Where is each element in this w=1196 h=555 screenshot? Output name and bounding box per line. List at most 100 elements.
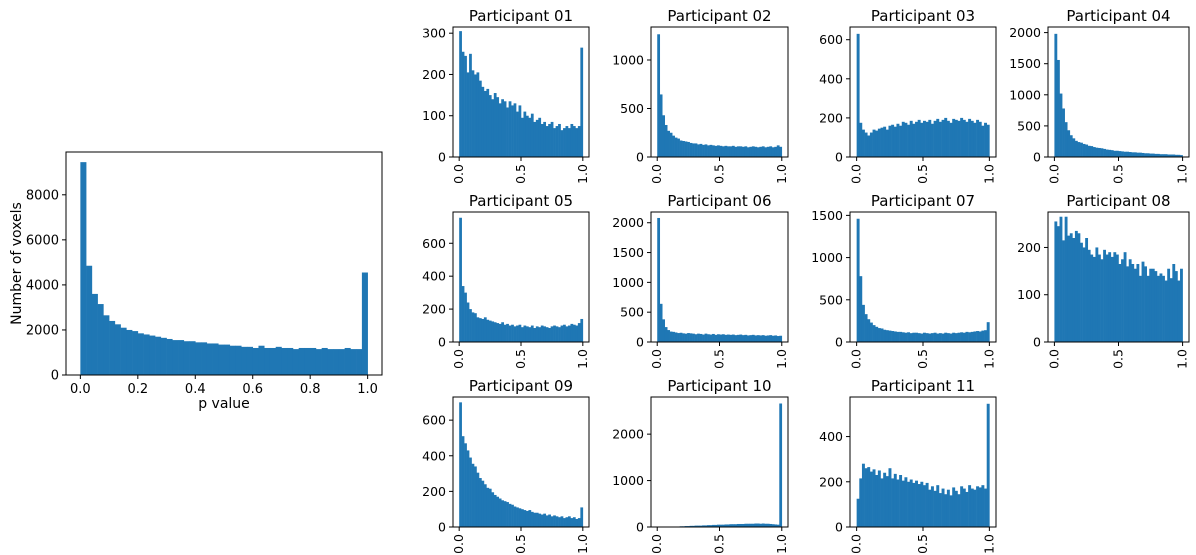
histogram-bar: [679, 332, 683, 342]
panel-title: Participant 11: [871, 377, 975, 395]
histogram-bar: [888, 468, 892, 527]
histogram-bar: [1103, 249, 1106, 342]
histogram-bar: [525, 510, 529, 527]
histogram-bar: [938, 121, 942, 157]
histogram-bar: [471, 312, 475, 342]
histogram-bar: [662, 115, 665, 157]
histogram-bar: [1177, 154, 1181, 157]
histogram-bar: [699, 525, 703, 527]
y-tick-label: 400: [422, 269, 446, 284]
histogram-bar: [160, 337, 167, 375]
x-tick-label: 0.2: [127, 382, 148, 397]
histogram-bar: [744, 334, 748, 342]
histogram-bar: [672, 135, 675, 157]
histogram-bar: [724, 524, 728, 527]
histogram-bar: [1151, 268, 1155, 342]
histogram-bar: [917, 333, 921, 342]
histogram-bar: [481, 480, 485, 527]
plot-frame: [65, 151, 383, 376]
histogram-bar: [899, 475, 903, 527]
histogram-bar: [679, 140, 683, 157]
histogram-bar: [973, 489, 977, 527]
histogram-bar: [872, 129, 876, 157]
x-tick-label: 1.0: [575, 349, 590, 369]
histogram-bar: [1121, 259, 1124, 342]
histogram-bar: [464, 55, 467, 157]
histogram-bar: [754, 146, 758, 157]
histogram-bar: [508, 325, 512, 342]
histogram-bar: [525, 115, 529, 157]
histogram-bar: [1095, 147, 1099, 157]
x-tick-label: 0.5: [712, 164, 727, 184]
histogram-bar: [528, 117, 532, 157]
histogram-bar: [518, 324, 522, 342]
panel-title: Participant 01: [469, 7, 573, 25]
histogram-bar: [766, 146, 770, 157]
histogram-bar: [689, 142, 693, 157]
histogram-bar: [712, 524, 715, 527]
histogram-bar: [856, 498, 860, 527]
histogram-bar: [1133, 268, 1137, 342]
panel-title: Participant 06: [667, 192, 771, 210]
histogram-bar: [491, 321, 495, 342]
histogram-bar: [721, 146, 725, 157]
histogram-bar: [501, 99, 504, 157]
histogram-bar: [1108, 149, 1112, 157]
histogram-bar: [471, 70, 475, 157]
histogram-bar: [553, 515, 556, 527]
histogram-bar: [973, 122, 977, 157]
histogram-bar: [550, 326, 554, 342]
histogram-bar: [540, 514, 544, 527]
histogram-bar: [761, 335, 765, 342]
histogram-bar: [1172, 154, 1176, 157]
histogram-bar: [486, 319, 490, 342]
histogram-bar: [132, 331, 139, 375]
histogram-bar: [912, 332, 916, 342]
x-tick-label: 0.5: [513, 349, 528, 369]
histogram-bar: [697, 144, 700, 157]
histogram-bar: [729, 146, 733, 157]
histogram-bar: [97, 304, 104, 375]
histogram-bar: [976, 119, 980, 157]
histogram-bar: [506, 107, 509, 157]
histogram-bar: [575, 128, 579, 157]
histogram-bar: [483, 90, 487, 157]
histogram-bar: [907, 332, 911, 342]
histogram-bar: [729, 524, 733, 527]
histogram-bar: [567, 325, 571, 342]
histogram-bar: [694, 334, 698, 342]
histogram-bar: [1164, 154, 1168, 157]
histogram-bar: [856, 33, 860, 158]
x-tick-label: 1.0: [575, 164, 590, 184]
histogram-bar: [776, 336, 780, 342]
histogram-bar: [1149, 268, 1153, 342]
histogram-bar: [466, 450, 470, 527]
x-tick-label: 0.5: [915, 349, 930, 369]
x-tick-label: 0.0: [849, 164, 864, 184]
histogram-bar: [1108, 252, 1112, 342]
histogram-bar: [741, 523, 745, 527]
histogram-bar: [533, 121, 537, 157]
histogram-bar: [1136, 152, 1140, 157]
histogram-bar: [1159, 154, 1163, 157]
histogram-bar: [275, 346, 282, 375]
histogram-bar: [736, 523, 740, 527]
histogram-bar: [769, 146, 773, 157]
histogram-bar: [501, 322, 504, 342]
histogram-bar: [664, 327, 668, 342]
histogram-bar: [195, 342, 202, 375]
histogram-bar: [714, 145, 718, 157]
histogram-bar: [1064, 216, 1068, 342]
histogram-bar: [1074, 230, 1078, 342]
histogram-bar: [754, 523, 758, 527]
histogram-bar: [779, 335, 783, 342]
histogram-bar: [960, 117, 964, 157]
histogram-bar: [356, 349, 363, 375]
x-tick-label: 0.0: [849, 534, 864, 554]
y-tick-label: 500: [620, 305, 644, 320]
x-tick-label: 0.5: [1111, 164, 1126, 184]
y-tick-label: 500: [1017, 118, 1041, 133]
histogram-bar: [883, 329, 887, 342]
histogram-bar: [704, 333, 708, 342]
histogram-bar: [567, 128, 571, 157]
